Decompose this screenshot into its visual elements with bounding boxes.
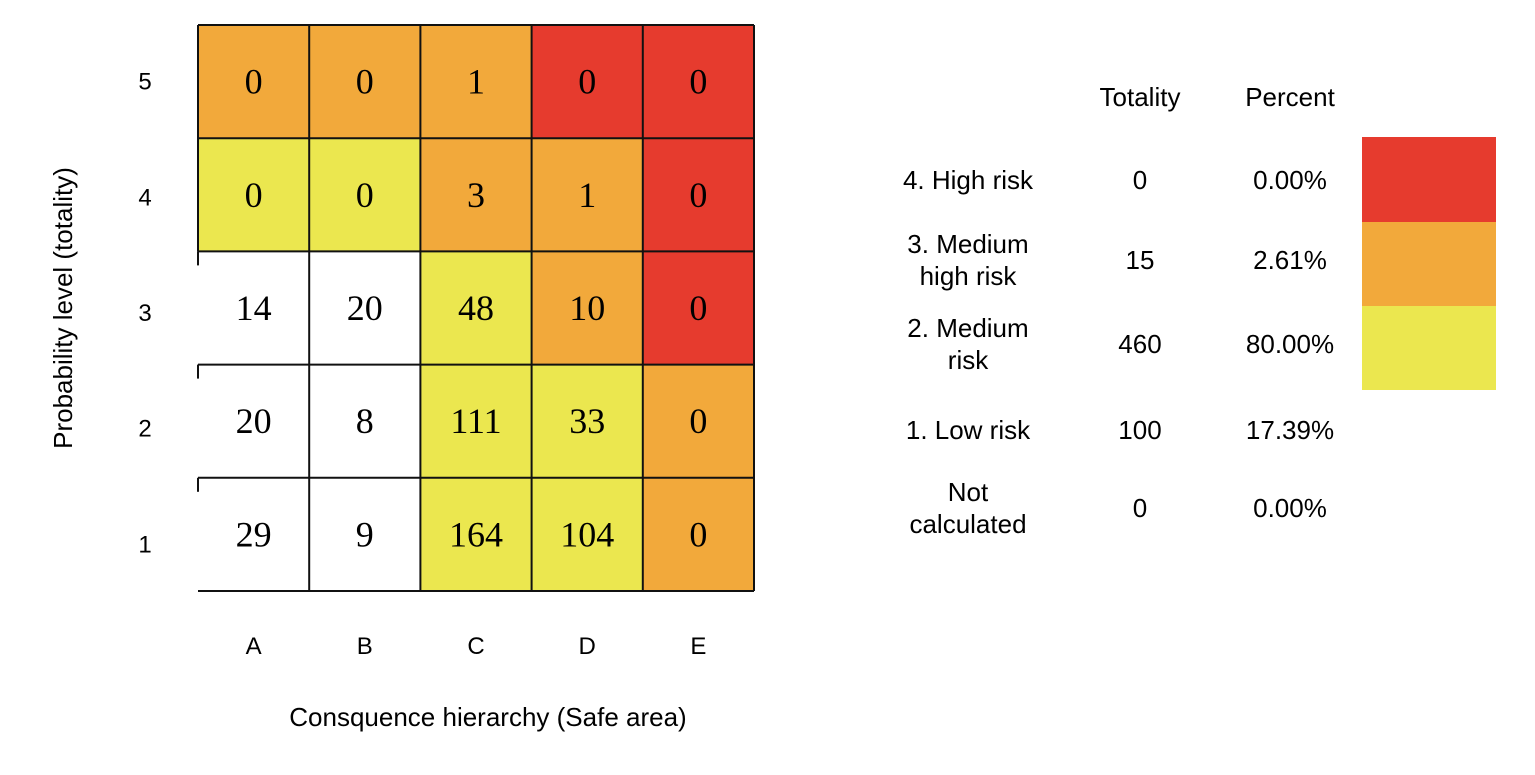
risk-cell-value: 0 [689,175,707,215]
risk-cell-5E [642,25,754,139]
summary-row-percent: 80.00% [1246,329,1334,359]
risk-cell-4B [309,138,421,252]
risk-matrix-grid [198,25,754,591]
risk-cell-value: 1 [467,62,485,102]
risk-cell-4C [420,138,532,252]
risk-cell-value: 111 [450,401,501,441]
risk-cell-2E [642,364,754,478]
risk-cell-value: 0 [245,175,263,215]
risk-cell-value: 9 [356,514,374,554]
risk-matrix-gridlines [197,24,755,592]
risk-cell-1A [198,477,310,591]
risk-cell-value: 0 [356,62,374,102]
risk-color-legend [1362,137,1496,390]
risk-cell-value: 3 [467,175,485,215]
risk-cell-value: 0 [245,62,263,102]
risk-summary-table: Totality Percent 4. High risk 0 0.00% 3. Medi… [903,82,1336,539]
y-tick-label: 4 [138,184,151,211]
summary-row-label: 4. High risk [903,165,1034,195]
risk-cell-value: 0 [689,401,707,441]
summary-row-totality: 15 [1126,245,1155,275]
x-tick-label: A [246,633,262,660]
summary-row-label: 1. Low risk [906,415,1031,445]
y-tick-label: 3 [138,300,151,327]
x-axis-ticks: A B C D E [246,633,707,660]
x-tick-label: C [467,633,484,660]
risk-cell-value: 14 [236,288,272,328]
risk-cell-5C [420,25,532,139]
risk-cell-value: 20 [347,288,383,328]
y-tick-label: 2 [138,416,151,443]
summary-row-percent: 0.00% [1253,165,1327,195]
risk-cell-2B [309,364,421,478]
risk-cell-value: 33 [569,401,605,441]
risk-cell-4E [642,138,754,252]
risk-cell-3D [531,251,643,365]
risk-cell-4D [531,138,643,252]
y-axis-title: Probability level (totality) [48,167,78,449]
risk-cell-1D [531,477,643,591]
x-tick-label: B [357,633,373,660]
summary-row-label: 3. Medium high risk [907,229,1028,291]
summary-row-label: 2. Medium risk [907,313,1028,375]
summary-row-totality: 460 [1118,329,1161,359]
risk-cell-value: 20 [236,401,272,441]
x-tick-label: E [690,633,706,660]
risk-cell-value: 48 [458,288,494,328]
risk-cell-3C [420,251,532,365]
x-axis-title: Consquence hierarchy (Safe area) [289,702,686,732]
legend-color-swatch [1362,222,1496,306]
risk-cell-value: 8 [356,401,374,441]
risk-cell-3A [198,251,310,365]
risk-cell-5A [198,25,310,139]
risk-cell-value: 29 [236,514,272,554]
summary-column-header: Totality [1100,82,1181,112]
risk-cell-value: 10 [569,288,605,328]
risk-cell-value: 0 [356,175,374,215]
risk-cell-3E [642,251,754,365]
legend-color-swatch [1362,137,1496,222]
summary-row-percent: 2.61% [1253,245,1327,275]
risk-cell-2D [531,364,643,478]
risk-matrix-values: 0 0 1 0 00 0 3 1 014 20 48 10 020 8 111 33 029 9 164 104 0 [236,62,708,555]
summary-row-percent: 0.00% [1253,493,1327,523]
risk-cell-2A [198,364,310,478]
risk-cell-1C [420,477,532,591]
summary-row-percent: 17.39% [1246,415,1334,445]
summary-row-totality: 0 [1133,165,1147,195]
risk-cell-value: 104 [560,514,614,554]
y-tick-label: 5 [138,69,151,96]
risk-cell-value: 0 [689,288,707,328]
risk-cell-value: 164 [449,514,503,554]
risk-cell-value: 0 [689,514,707,554]
summary-column-header: Percent [1245,82,1335,112]
risk-cell-1E [642,477,754,591]
x-tick-label: D [579,633,596,660]
summary-row-label: Not calculated [909,477,1026,539]
summary-row-totality: 100 [1118,415,1161,445]
y-axis-ticks: 5 4 3 2 1 [138,69,151,559]
risk-cell-2C [420,364,532,478]
risk-cell-3B [309,251,421,365]
risk-cell-1B [309,477,421,591]
y-tick-label: 1 [138,531,151,558]
risk-cell-value: 0 [578,62,596,102]
summary-row-totality: 0 [1133,493,1147,523]
legend-color-swatch [1362,306,1496,390]
risk-cell-5D [531,25,643,139]
risk-cell-4A [198,138,310,252]
risk-cell-5B [309,25,421,139]
risk-cell-value: 0 [689,62,707,102]
risk-cell-value: 1 [578,175,596,215]
